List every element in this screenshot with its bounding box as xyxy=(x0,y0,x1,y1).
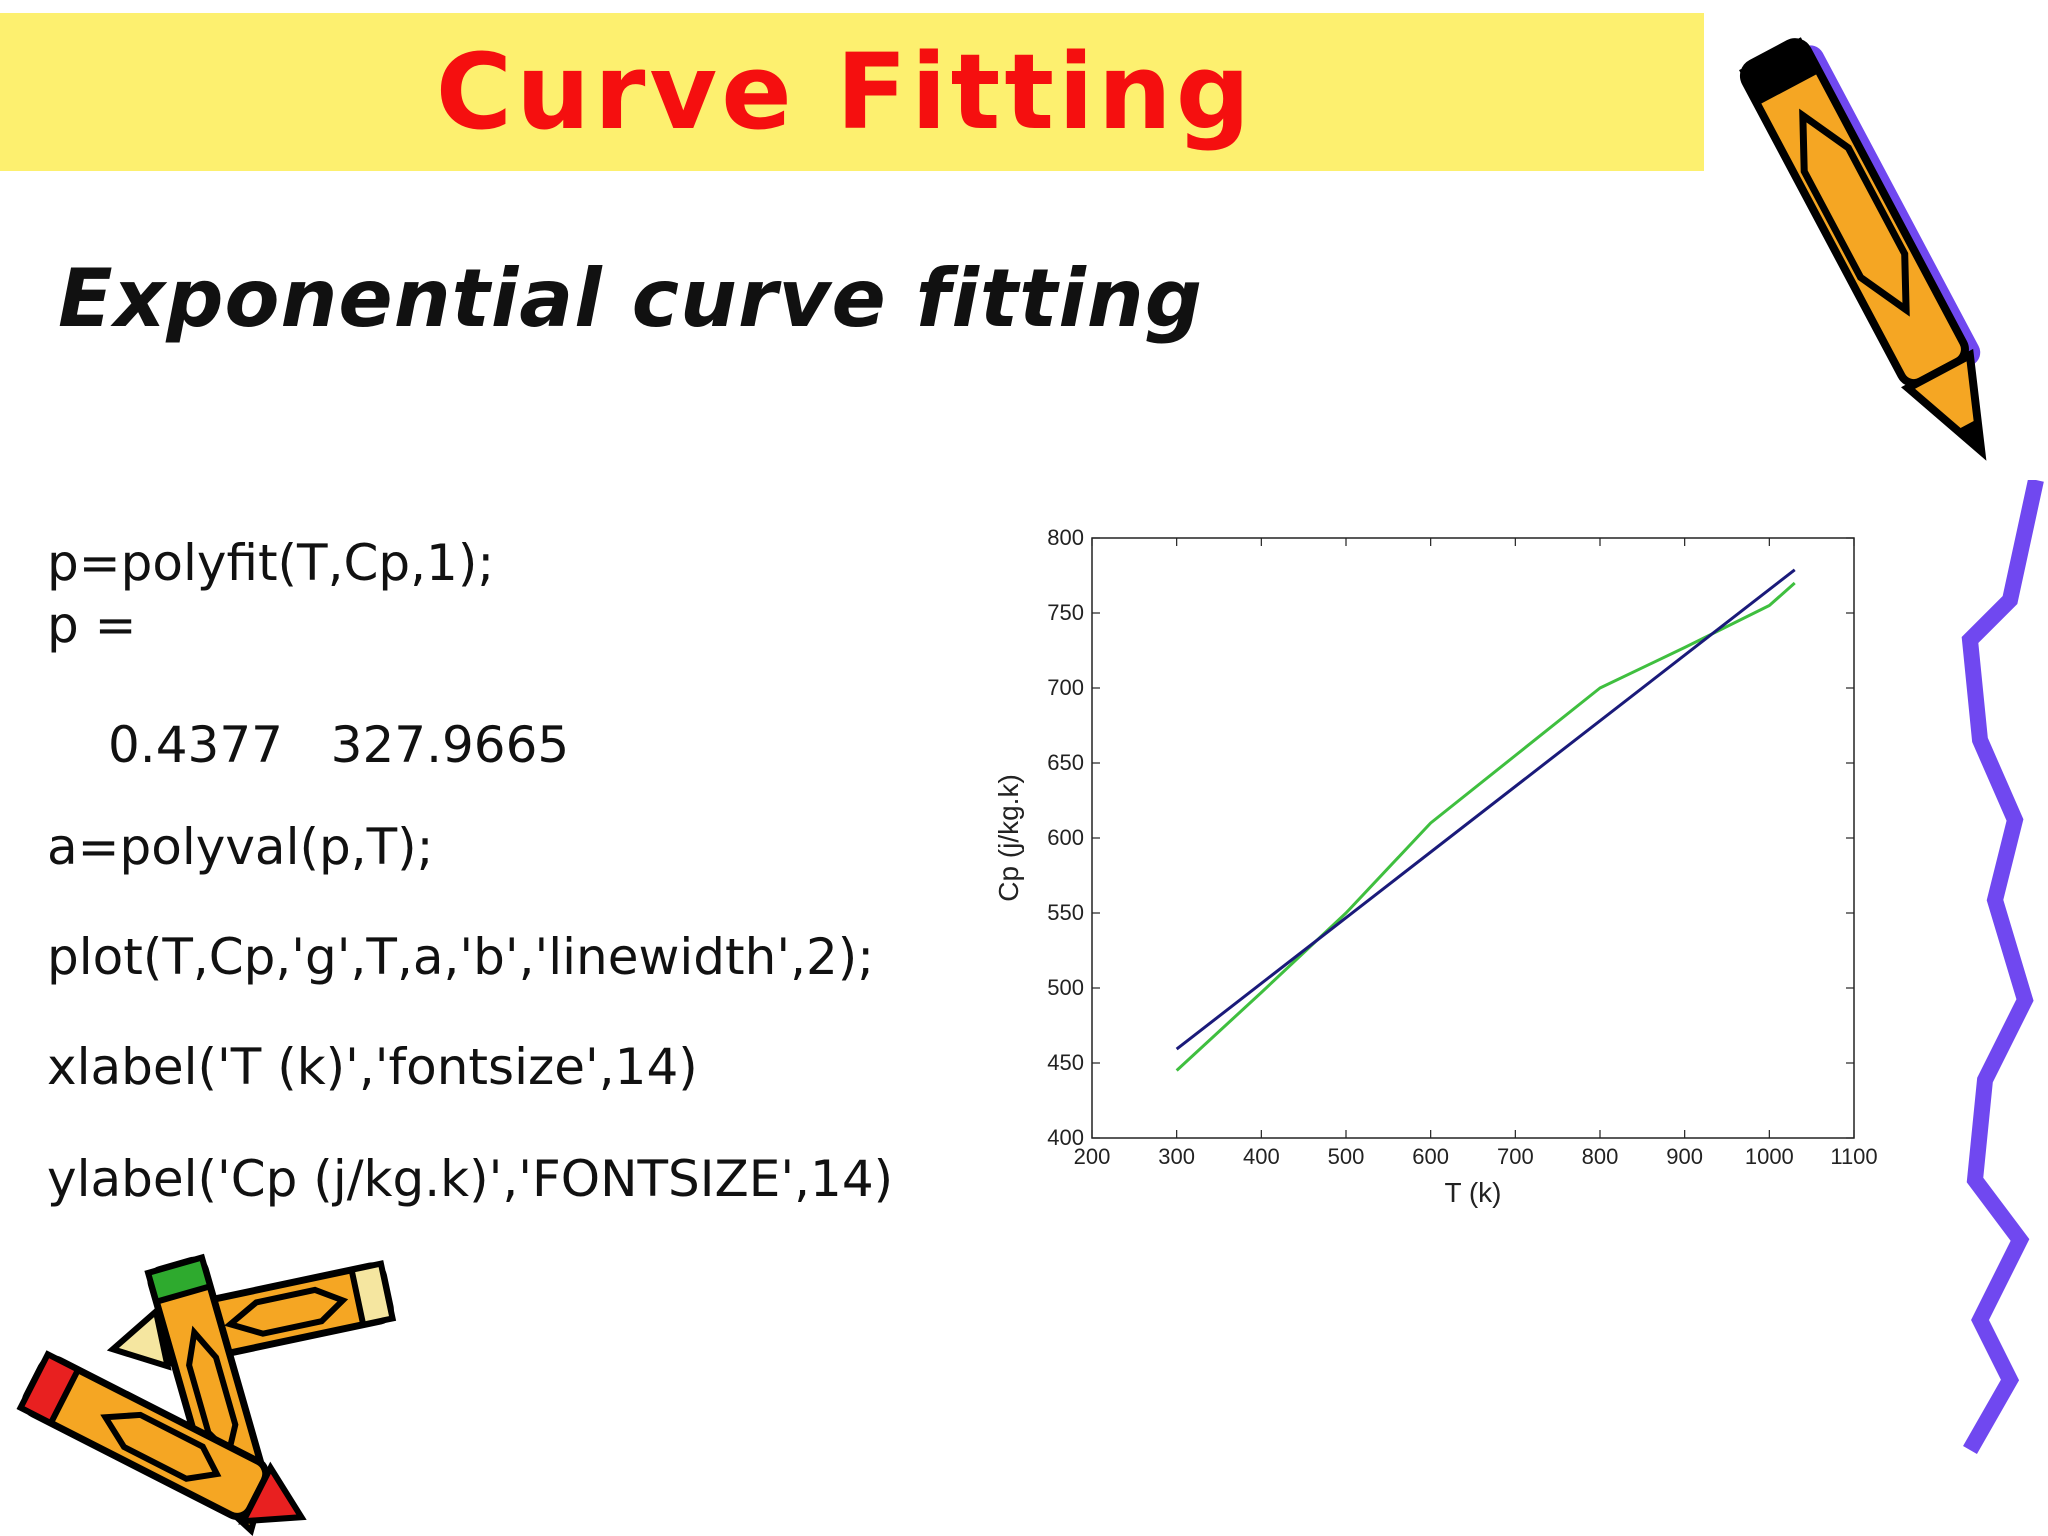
y-tick-label: 500 xyxy=(1047,975,1084,1000)
crayons-icon-bottom-left xyxy=(16,1253,397,1536)
series-cp-data-line xyxy=(1175,581,1796,1072)
code-line-polyval: a=polyval(p,T); xyxy=(47,818,434,876)
code-line-p-equals: p = xyxy=(47,596,137,654)
y-tick-label: 750 xyxy=(1047,600,1084,625)
title-banner xyxy=(0,13,1704,171)
x-tick-label: 200 xyxy=(1074,1144,1111,1169)
y-axis-label: Cp (j/kg.k) xyxy=(993,774,1024,902)
y-tick-label: 700 xyxy=(1047,675,1084,700)
code-line-polyfit: p=polyfit(T,Cp,1); xyxy=(47,534,495,592)
cp-vs-temperature-chart: 200 300 400 500 600 700 800 900 1000 1100 400 450 50… xyxy=(993,525,1878,1208)
slide-subtitle: Exponential curve fitting xyxy=(58,252,1203,345)
x-tick-label: 700 xyxy=(1497,1144,1534,1169)
y-tick-label: 600 xyxy=(1047,825,1084,850)
y-tick-label: 400 xyxy=(1047,1125,1084,1150)
pencil-icon-top-right xyxy=(1739,37,1987,461)
y-tick-label: 550 xyxy=(1047,900,1084,925)
code-line-plot: plot(T,Cp,'g',T,a,'b','linewidth',2); xyxy=(47,928,875,986)
x-tick-label: 400 xyxy=(1243,1144,1280,1169)
x-tick-label: 600 xyxy=(1412,1144,1449,1169)
x-tick-label: 800 xyxy=(1582,1144,1619,1169)
x-tick-label: 1100 xyxy=(1830,1144,1877,1169)
code-line-ylabel: ylabel('Cp (j/kg.k)','FONTSIZE',14) xyxy=(47,1150,894,1208)
x-tick-label: 1000 xyxy=(1745,1144,1794,1169)
code-line-xlabel: xlabel('T (k)','fontsize',14) xyxy=(47,1038,698,1096)
y-tick-label: 450 xyxy=(1047,1050,1084,1075)
y-tick-label: 650 xyxy=(1047,750,1084,775)
x-axis-label: T (k) xyxy=(1444,1177,1501,1208)
y-tick-label: 800 xyxy=(1047,525,1084,550)
code-line-coefficients: 0.4377 327.9665 xyxy=(108,716,570,774)
squiggle-line-right xyxy=(1961,480,2044,1454)
plot-frame xyxy=(1091,537,1855,1139)
x-tick-label: 500 xyxy=(1328,1144,1365,1169)
x-tick-label: 900 xyxy=(1666,1144,1703,1169)
x-tick-label: 300 xyxy=(1158,1144,1195,1169)
slide-title: Curve Fitting xyxy=(435,31,1255,153)
series-linear-fit-line xyxy=(1175,568,1796,1051)
